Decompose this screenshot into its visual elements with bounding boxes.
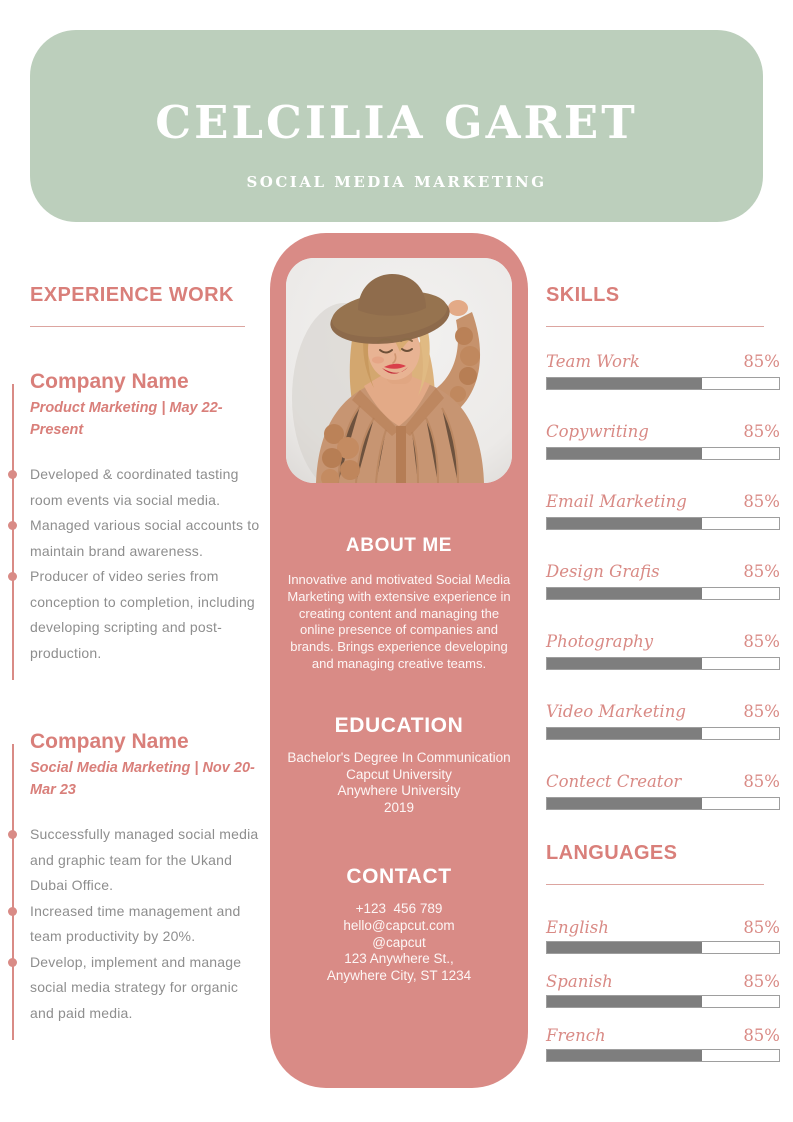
skill-item: Contect Creator 85% bbox=[546, 772, 780, 810]
skill-label: Contect Creator bbox=[546, 772, 682, 791]
skill-item: Design Grafis 85% bbox=[546, 562, 780, 600]
skill-bar-fill bbox=[547, 728, 703, 739]
experience-section: EXPERIENCE WORK Company Name Product Mar… bbox=[8, 284, 262, 1040]
language-bar bbox=[546, 995, 780, 1008]
skill-bar bbox=[546, 517, 780, 530]
skill-percent: 85% bbox=[743, 492, 780, 511]
education-heading: EDUCATION bbox=[334, 713, 464, 737]
education-details: Bachelor's Degree In Communication Capcu… bbox=[270, 750, 528, 817]
job-entry-1: Company Name Product Marketing | May 22-… bbox=[8, 370, 262, 680]
languages-section: LANGUAGES English 85% Spanish 85% French 85… bbox=[546, 842, 780, 1062]
skill-item: Photography 85% bbox=[546, 632, 780, 670]
language-item: French 85% bbox=[546, 1026, 780, 1062]
skill-bar bbox=[546, 657, 780, 670]
language-percent: 85% bbox=[743, 918, 780, 937]
skill-item: Email Marketing 85% bbox=[546, 492, 780, 530]
skill-percent: 85% bbox=[743, 632, 780, 651]
skills-list: Team Work 85% Copywriting 85% Email Market… bbox=[546, 352, 780, 810]
skill-bar bbox=[546, 377, 780, 390]
languages-list: English 85% Spanish 85% French 85% bbox=[546, 918, 780, 1062]
skill-bar-fill bbox=[547, 658, 703, 669]
skill-label: Team Work bbox=[546, 352, 640, 371]
skill-bar-fill bbox=[547, 798, 703, 809]
about-text: Innovative and motivated Social Media Ma… bbox=[287, 572, 511, 671]
skill-percent: 85% bbox=[743, 562, 780, 581]
skill-percent: 85% bbox=[743, 352, 780, 371]
education-line: Capcut University bbox=[346, 766, 452, 782]
contact-handle: @capcut bbox=[372, 934, 426, 950]
skills-divider bbox=[546, 326, 764, 327]
job-bullet: Develop, implement and manage social med… bbox=[8, 950, 260, 1027]
skill-label: Copywriting bbox=[546, 422, 649, 441]
experience-divider bbox=[30, 326, 245, 327]
language-bar bbox=[546, 941, 780, 954]
skill-label: Design Grafis bbox=[546, 562, 660, 581]
language-percent: 85% bbox=[743, 972, 780, 991]
language-label: French bbox=[546, 1026, 606, 1045]
job-company: Company Name bbox=[30, 370, 189, 393]
skill-item: Video Marketing 85% bbox=[546, 702, 780, 740]
person-title: SOCIAL MEDIA MARKETING bbox=[246, 173, 547, 191]
job-bullet: Producer of video series from conception… bbox=[8, 564, 260, 666]
skill-bar bbox=[546, 727, 780, 740]
profile-photo-illustration bbox=[286, 258, 512, 483]
skill-bar-fill bbox=[547, 518, 703, 529]
header-banner: CELCILIA GARET SOCIAL MEDIA MARKETING bbox=[30, 30, 763, 222]
language-item: Spanish 85% bbox=[546, 972, 780, 1008]
job-bullet: Developed & coordinated tasting room eve… bbox=[8, 462, 260, 513]
skill-label: Video Marketing bbox=[546, 702, 686, 721]
skill-item: Copywriting 85% bbox=[546, 422, 780, 460]
contact-address-line1: 123 Anywhere St., bbox=[344, 951, 454, 967]
skill-bar-fill bbox=[547, 378, 703, 389]
skill-bar bbox=[546, 587, 780, 600]
languages-heading: LANGUAGES bbox=[546, 842, 678, 864]
job-bullet: Increased time management and team produ… bbox=[8, 899, 260, 950]
job-bullet-list: Developed & coordinated tasting room eve… bbox=[8, 462, 260, 666]
skill-label: Photography bbox=[546, 632, 654, 651]
job-meta: Social Media Marketing | Nov 20-Mar 23 bbox=[30, 760, 255, 798]
skill-bar-fill bbox=[547, 448, 703, 459]
job-entry-2: Company Name Social Media Marketing | No… bbox=[8, 730, 262, 1040]
education-line: Anywhere University bbox=[337, 783, 461, 799]
skill-bar bbox=[546, 797, 780, 810]
education-line: Bachelor's Degree In Communication bbox=[287, 749, 511, 765]
language-bar-fill bbox=[547, 1050, 703, 1061]
job-bullet: Managed various social accounts to maint… bbox=[8, 513, 260, 564]
job-meta: Product Marketing | May 22-Present bbox=[30, 400, 223, 438]
language-bar-fill bbox=[547, 942, 703, 953]
contact-phone: +123 456 789 bbox=[355, 900, 443, 916]
skill-bar-fill bbox=[547, 588, 703, 599]
experience-heading: EXPERIENCE WORK bbox=[30, 284, 234, 306]
language-label: English bbox=[546, 918, 609, 937]
contact-details: +123 456 789 hello@capcut.com @capcut 12… bbox=[270, 901, 528, 985]
skill-label: Email Marketing bbox=[546, 492, 687, 511]
job-bullet: Successfully managed social media and gr… bbox=[8, 822, 260, 899]
center-panel: ABOUT ME Innovative and motivated Social… bbox=[270, 233, 528, 1088]
languages-divider bbox=[546, 884, 764, 885]
job-bullet-list: Successfully managed social media and gr… bbox=[8, 822, 260, 1027]
skill-percent: 85% bbox=[743, 772, 780, 791]
language-percent: 85% bbox=[743, 1026, 780, 1045]
skill-item: Team Work 85% bbox=[546, 352, 780, 390]
contact-email: hello@capcut.com bbox=[343, 917, 455, 933]
skill-bar bbox=[546, 447, 780, 460]
skill-percent: 85% bbox=[743, 702, 780, 721]
contact-address-line2: Anywhere City, ST 1234 bbox=[326, 968, 472, 984]
person-name: CELCILIA GARET bbox=[155, 96, 638, 149]
language-label: Spanish bbox=[546, 972, 613, 991]
language-bar bbox=[546, 1049, 780, 1062]
job-company: Company Name bbox=[30, 730, 189, 753]
language-bar-fill bbox=[547, 996, 703, 1007]
contact-heading: CONTACT bbox=[346, 864, 452, 888]
profile-photo bbox=[286, 258, 512, 483]
skills-heading: SKILLS bbox=[546, 284, 620, 306]
about-heading: ABOUT ME bbox=[345, 535, 453, 556]
language-item: English 85% bbox=[546, 918, 780, 954]
skill-percent: 85% bbox=[743, 422, 780, 441]
education-line: 2019 bbox=[383, 800, 415, 816]
skills-section: SKILLS Team Work 85% Copywriting 85% Email… bbox=[546, 284, 780, 1080]
